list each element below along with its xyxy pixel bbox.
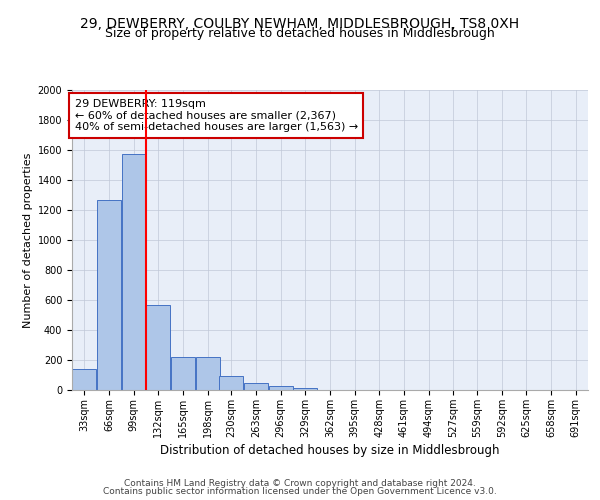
Text: Contains public sector information licensed under the Open Government Licence v3: Contains public sector information licen… — [103, 487, 497, 496]
Bar — [97, 200, 121, 390]
Y-axis label: Number of detached properties: Number of detached properties — [23, 152, 34, 328]
Text: Size of property relative to detached houses in Middlesbrough: Size of property relative to detached ho… — [105, 28, 495, 40]
Bar — [196, 357, 220, 390]
Text: Contains HM Land Registry data © Crown copyright and database right 2024.: Contains HM Land Registry data © Crown c… — [124, 478, 476, 488]
Bar — [146, 305, 170, 390]
X-axis label: Distribution of detached houses by size in Middlesbrough: Distribution of detached houses by size … — [160, 444, 500, 457]
Bar — [72, 369, 97, 390]
Bar — [171, 357, 195, 390]
Bar — [220, 376, 244, 390]
Bar — [293, 388, 317, 390]
Bar — [269, 386, 293, 390]
Bar — [122, 154, 146, 390]
Bar — [244, 382, 268, 390]
Text: 29 DEWBERRY: 119sqm
← 60% of detached houses are smaller (2,367)
40% of semi-det: 29 DEWBERRY: 119sqm ← 60% of detached ho… — [74, 99, 358, 132]
Text: 29, DEWBERRY, COULBY NEWHAM, MIDDLESBROUGH, TS8 0XH: 29, DEWBERRY, COULBY NEWHAM, MIDDLESBROU… — [80, 18, 520, 32]
